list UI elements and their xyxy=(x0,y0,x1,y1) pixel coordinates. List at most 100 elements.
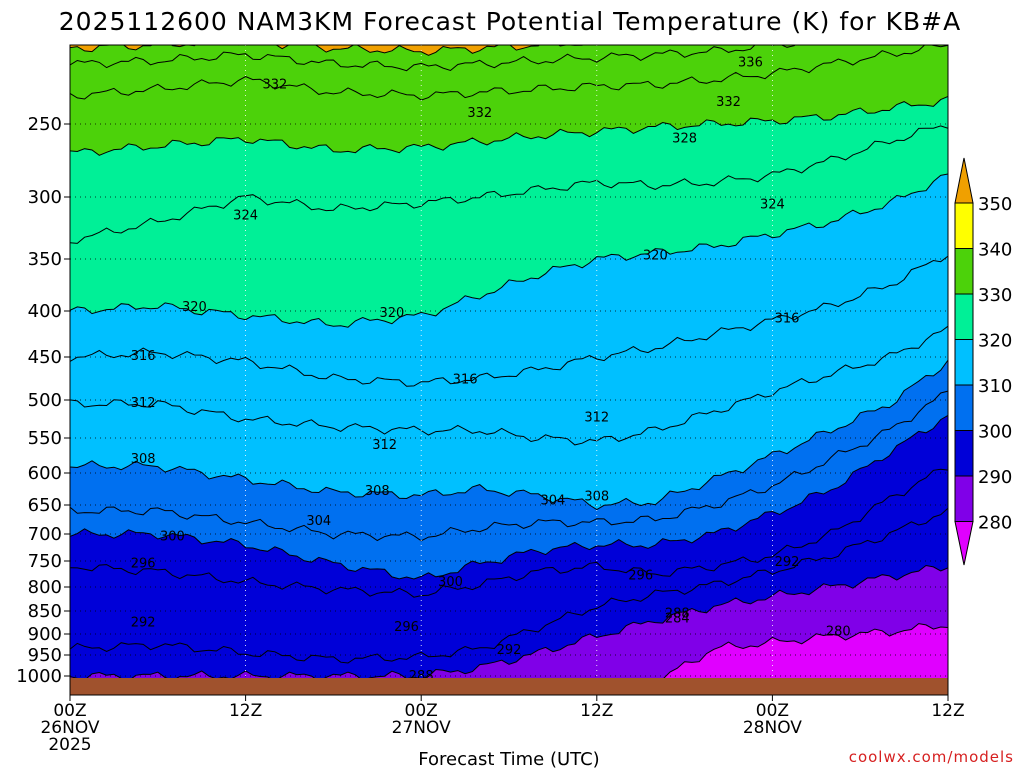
colorbar-segment xyxy=(954,475,974,522)
contour-label: 296 xyxy=(131,557,156,572)
contour-label: 324 xyxy=(233,209,258,224)
contour-lines xyxy=(70,45,948,695)
contour-312 xyxy=(70,325,948,446)
y-tick-label: 550 xyxy=(28,428,62,449)
y-tick-label: 500 xyxy=(28,390,62,411)
contour-label: 332 xyxy=(716,95,741,110)
x-tick-label: 12Z xyxy=(229,701,262,721)
contour-320 xyxy=(70,173,948,328)
contour-labels: 336 332 332 332 328 324 324 320 320 320 316 316 316 3… xyxy=(131,55,851,684)
contour-label: 328 xyxy=(672,132,697,147)
y-tick-label: 950 xyxy=(28,645,62,666)
colorbar-segment xyxy=(954,293,974,340)
colorbar-segment xyxy=(954,339,974,386)
contour-label: 332 xyxy=(262,78,287,93)
contour-label: 284 xyxy=(665,611,690,626)
contour-label: 308 xyxy=(365,484,390,499)
filled-bands xyxy=(70,45,948,695)
x-tick-label: 00Z xyxy=(405,701,438,721)
colorbar-segment xyxy=(954,430,974,477)
colorbar: 350 340 330 320 310 300 290 280 xyxy=(954,157,1012,566)
y-tick-label: 1000 xyxy=(16,666,62,687)
x-tick-label: 12Z xyxy=(580,701,613,721)
contour-label: 292 xyxy=(131,616,156,631)
y-tick-label: 700 xyxy=(28,524,62,545)
colorbar-label: 300 xyxy=(978,422,1012,443)
contour-328 xyxy=(70,96,948,156)
contour-label: 304 xyxy=(306,514,331,529)
colorbar-label: 340 xyxy=(978,240,1012,261)
colorbar-segment xyxy=(954,202,974,249)
y-tick-label: 300 xyxy=(28,187,62,208)
contour-label: 324 xyxy=(760,197,785,212)
contour-label: 320 xyxy=(380,306,405,321)
plot-area: 336 332 332 332 328 324 324 320 320 320 316 316 316 3… xyxy=(70,45,948,695)
y-tick-label: 750 xyxy=(28,551,62,572)
colorbar-arrow-top xyxy=(954,157,974,204)
colorbar-segment xyxy=(954,248,974,295)
y-tick-label: 400 xyxy=(28,301,62,322)
contour-label: 292 xyxy=(775,555,800,570)
contour-label: 308 xyxy=(131,452,156,467)
contour-label: 300 xyxy=(438,575,463,590)
x-tick-label: 00Z xyxy=(756,701,789,721)
contour-label: 296 xyxy=(628,569,653,584)
gridlines xyxy=(70,45,948,695)
contour-label: 316 xyxy=(453,372,478,387)
contour-label: 312 xyxy=(131,396,156,411)
colorbar-arrow-bottom xyxy=(954,521,974,566)
ground-surface xyxy=(70,678,948,695)
y-tick-label: 450 xyxy=(28,347,62,368)
contour-label: 312 xyxy=(372,438,397,453)
colorbar-label: 320 xyxy=(978,331,1012,352)
contour-label: 336 xyxy=(738,55,763,70)
contour-308 xyxy=(70,359,948,511)
contour-label: 320 xyxy=(182,300,207,315)
y-tick-label: 800 xyxy=(28,577,62,598)
colorbar-label: 350 xyxy=(978,194,1012,215)
x-axis-label: Forecast Time (UTC) xyxy=(418,749,599,768)
x-tick-label: 27NOV xyxy=(392,718,451,738)
contour-label: 304 xyxy=(540,494,565,509)
credit-text: coolwx.com/models xyxy=(849,748,1014,766)
y-tick-label: 350 xyxy=(28,249,62,270)
contour-304 xyxy=(70,390,948,542)
x-tick-label: 28NOV xyxy=(743,718,802,738)
colorbar-label: 310 xyxy=(978,376,1012,397)
contour-label: 300 xyxy=(160,530,185,545)
contour-label: 316 xyxy=(775,311,800,326)
contour-label: 320 xyxy=(643,248,668,263)
colorbar-label: 280 xyxy=(978,513,1012,534)
contour-label: 292 xyxy=(497,643,522,658)
colorbar-label: 330 xyxy=(978,285,1012,306)
y-tick-label: 900 xyxy=(28,624,62,645)
contour-324 xyxy=(70,125,948,244)
contour-280 xyxy=(148,623,948,695)
chart-title: 2025112600 NAM3KM Forecast Potential Tem… xyxy=(59,7,961,36)
contour-292 xyxy=(70,507,948,664)
contour-label: 332 xyxy=(467,106,492,121)
pressure-axis: 2503003504004505005506006507007508008509… xyxy=(16,114,70,687)
contour-label: 312 xyxy=(584,410,609,425)
y-tick-label: 650 xyxy=(28,495,62,516)
plot-frame xyxy=(69,44,949,696)
x-tick-label: 12Z xyxy=(931,701,964,721)
contour-label: 308 xyxy=(584,490,609,505)
contour-332 xyxy=(70,45,948,101)
band-below-280 xyxy=(149,623,948,695)
contour-label: 288 xyxy=(665,606,690,621)
contour-label: 296 xyxy=(394,620,419,635)
colorbar-label: 290 xyxy=(978,467,1012,488)
y-tick-label: 250 xyxy=(28,114,62,135)
contour-336 xyxy=(70,45,796,72)
contour-300 xyxy=(70,414,948,580)
x-tick-label: 2025 xyxy=(48,735,91,755)
y-tick-label: 600 xyxy=(28,463,62,484)
contour-label: 316 xyxy=(131,349,156,364)
x-tick-label: 00Z xyxy=(53,701,86,721)
x-tick-label: 26NOV xyxy=(40,718,99,738)
y-tick-label: 850 xyxy=(28,601,62,622)
colorbar-segment xyxy=(954,384,974,431)
